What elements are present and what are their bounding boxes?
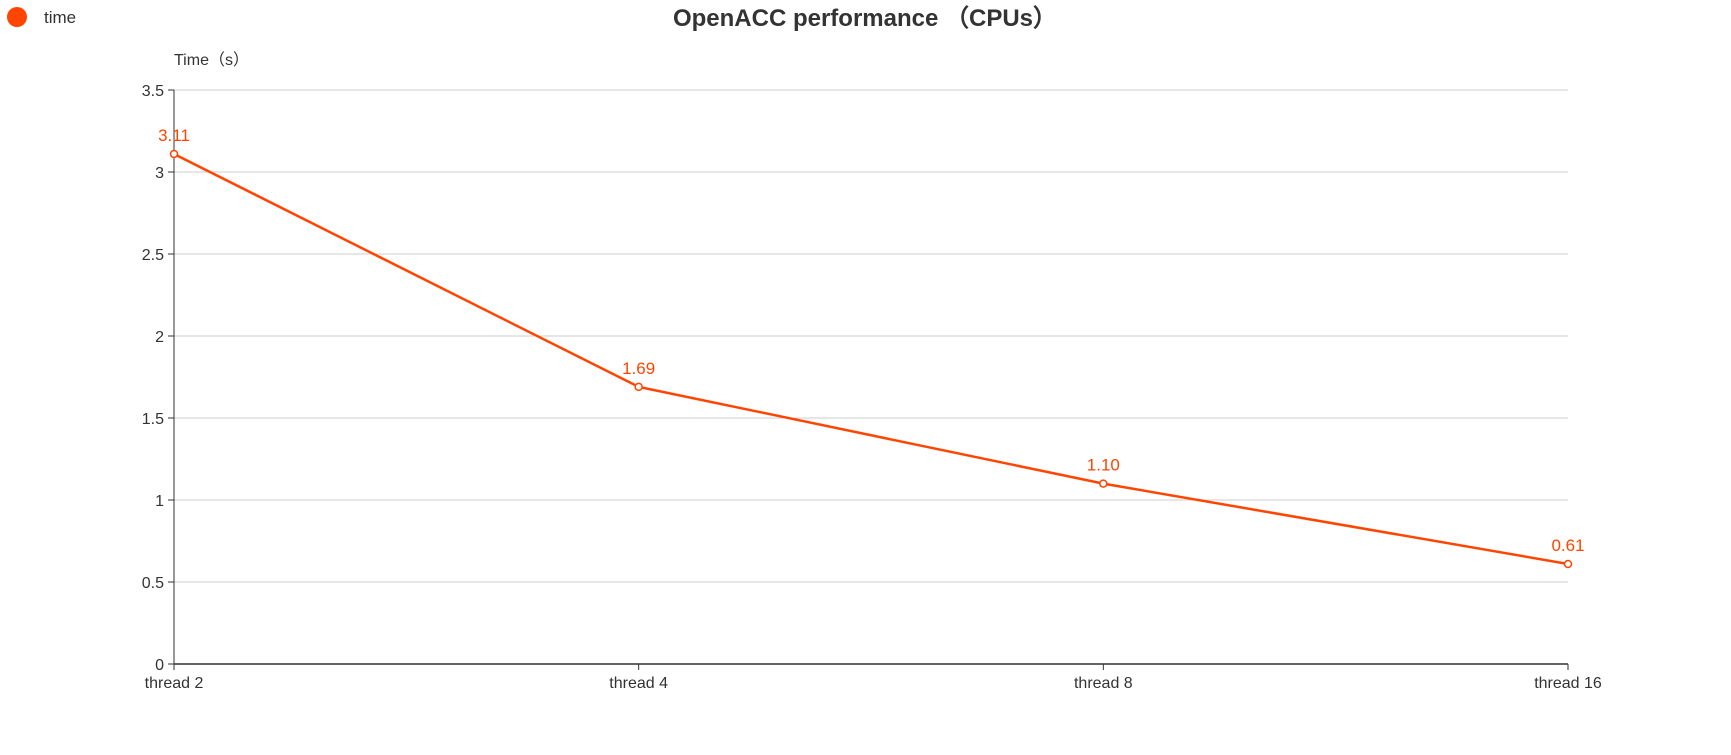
- y-tick-label: 1.5: [142, 411, 164, 428]
- data-label: 0.61: [1551, 536, 1584, 555]
- data-label: 3.11: [158, 126, 190, 145]
- chart-title: OpenACC performance （CPUs）: [673, 5, 1057, 32]
- legend-circle-marker-icon[interactable]: [7, 7, 27, 27]
- axes: 0 0.5 1 1.5 2 2.5 3 3.5 thread 2 thread 4 thread 8…: [142, 83, 1602, 692]
- data-point[interactable]: [169, 149, 179, 159]
- x-tick-label: thread 16: [1534, 675, 1602, 692]
- data-labels: 3.11 1.69 1.10 0.61: [158, 126, 1584, 555]
- y-axis-label: Time（s）: [174, 51, 249, 69]
- x-tick-label: thread 2: [145, 675, 204, 692]
- x-tick-label: thread 4: [609, 675, 668, 692]
- legend[interactable]: time: [7, 7, 76, 27]
- data-point[interactable]: [634, 382, 643, 392]
- y-tick-label: 2.5: [142, 247, 164, 264]
- data-point[interactable]: [1563, 559, 1573, 569]
- y-tick-label: 1: [155, 493, 164, 510]
- data-label: 1.69: [622, 359, 655, 378]
- x-tick-label: thread 8: [1074, 675, 1133, 692]
- data-point[interactable]: [1099, 479, 1108, 488]
- legend-label[interactable]: time: [44, 8, 76, 27]
- series-layer: [169, 149, 1573, 569]
- y-tick-label: 0: [155, 657, 164, 674]
- y-tick-label: 2: [155, 329, 164, 346]
- y-tick-label: 3: [155, 165, 164, 182]
- grid-lines: [174, 89, 1568, 583]
- y-tick-label: 0.5: [142, 575, 164, 592]
- series-line-time: [173, 152, 1569, 566]
- data-label: 1.10: [1087, 456, 1120, 475]
- y-tick-label: 3.5: [142, 83, 164, 100]
